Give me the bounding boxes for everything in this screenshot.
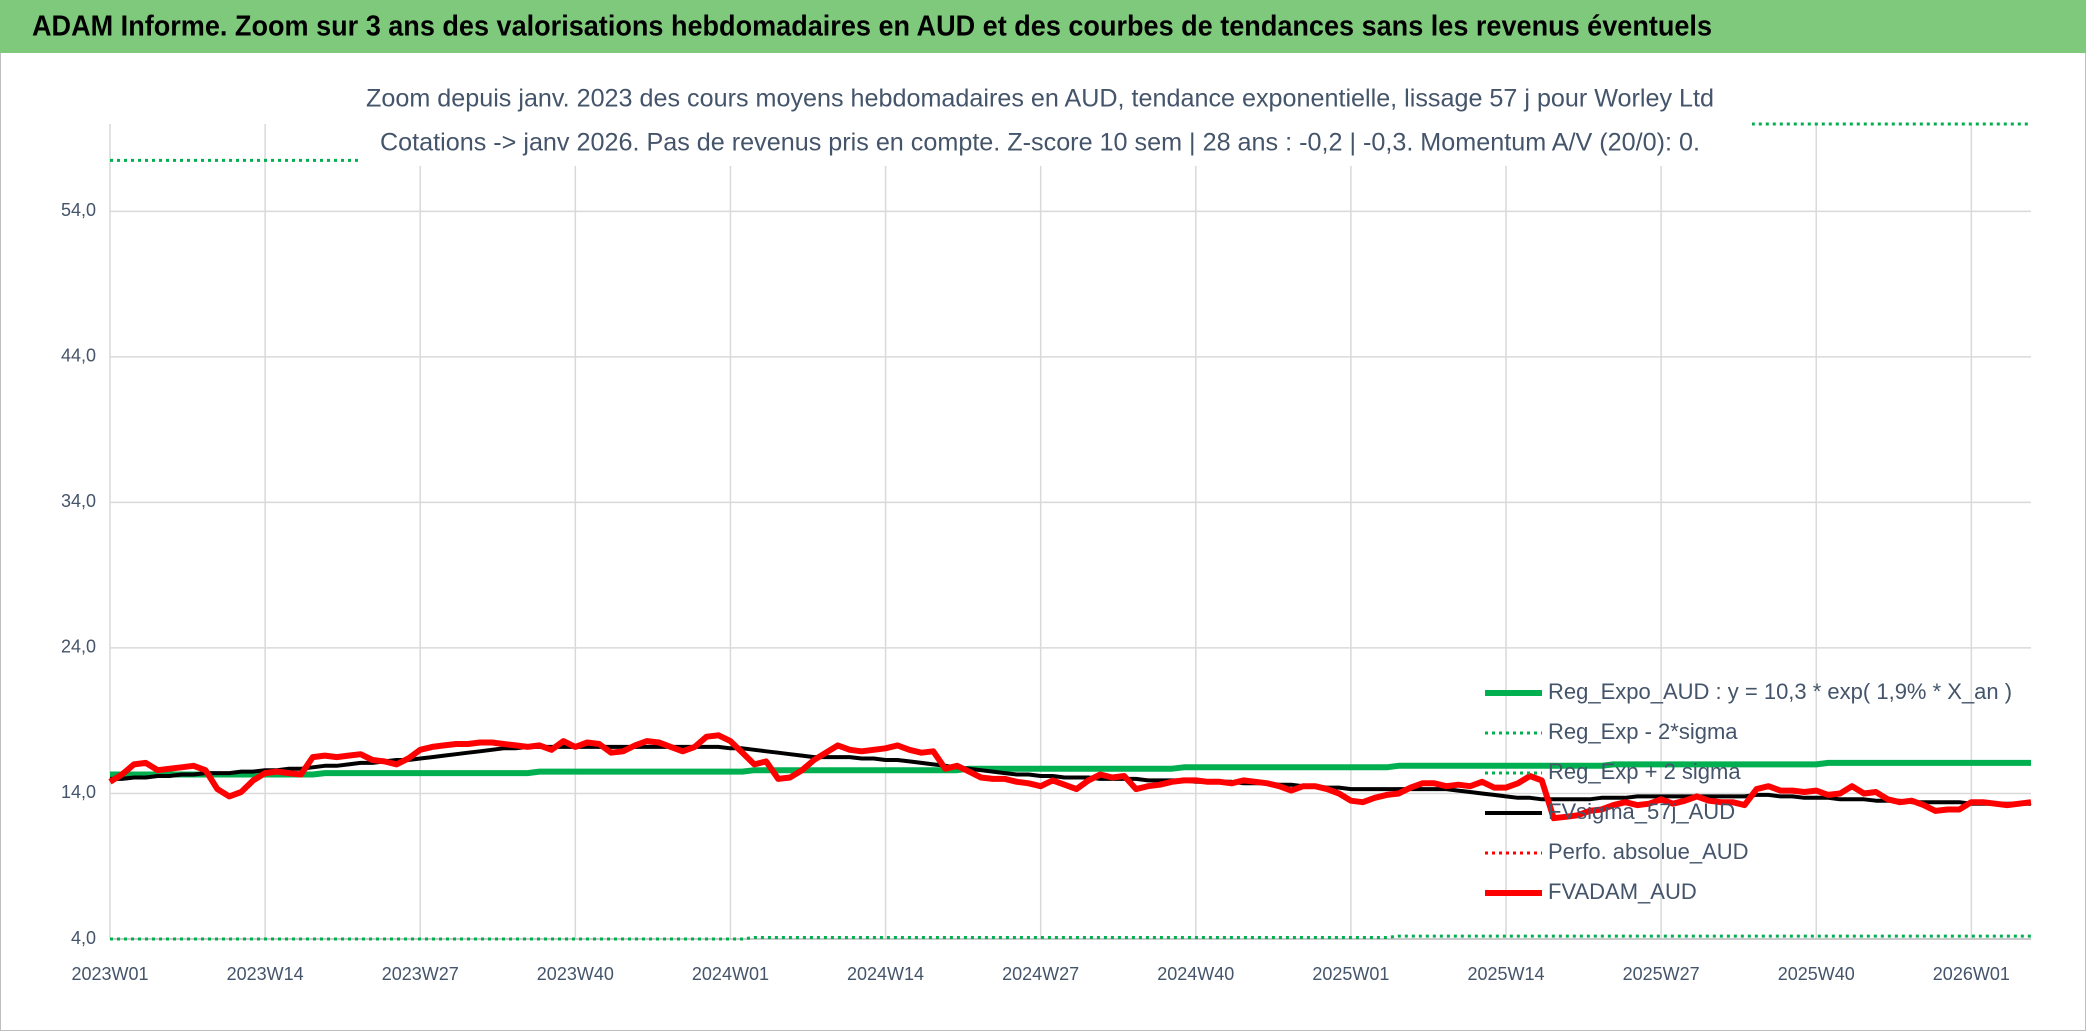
y-tick-label: 4,0: [71, 928, 96, 948]
y-tick-label: 14,0: [61, 782, 96, 802]
legend-label: Perfo. absolue_AUD: [1548, 839, 1749, 864]
chart-title: Zoom depuis janv. 2023 des cours moyens …: [366, 85, 1714, 113]
y-tick-label: 44,0: [61, 346, 96, 366]
legend-label: FVsigma_57j_AUD: [1548, 799, 1735, 824]
x-tick-label: 2023W40: [537, 964, 614, 984]
series-line: [110, 744, 2031, 806]
x-tick-label: 2025W01: [1312, 964, 1389, 984]
x-tick-label: 2025W14: [1467, 964, 1544, 984]
legend-label: FVADAM_AUD: [1548, 879, 1697, 904]
x-tick-label: 2025W40: [1778, 964, 1855, 984]
series-line: [110, 759, 2031, 778]
x-tick-label: 2026W01: [1933, 964, 2010, 984]
legend-label: Reg_Exp - 2*sigma: [1548, 719, 1738, 744]
x-tick-label: 2024W14: [847, 964, 924, 984]
series-line: [108, 732, 2032, 822]
grid: 4,0 14,0 24,0 34,0 44,0 54,0 2023W01 2023W14 202…: [61, 124, 2031, 984]
y-tick-label: 34,0: [61, 491, 96, 511]
x-tick-label: 2024W40: [1157, 964, 1234, 984]
title-box: [360, 80, 1752, 166]
x-tick-label: 2025W27: [1623, 964, 1700, 984]
x-tick-label: 2023W01: [71, 964, 148, 984]
legend: Reg_Expo_AUD : y = 10,3 * exp( 1,9% * X_…: [1485, 679, 2012, 904]
header-title: ADAM Informe. Zoom sur 3 ans des valoris…: [32, 11, 1712, 43]
plot: [108, 122, 2032, 941]
legend-label: Reg_Expo_AUD : y = 10,3 * exp( 1,9% * X_…: [1548, 679, 2012, 704]
x-tick-label: 2023W27: [382, 964, 459, 984]
x-tick-label: 2024W01: [692, 964, 769, 984]
series-line: [110, 934, 2031, 941]
legend-label: Reg_Exp + 2 sigma: [1548, 759, 1741, 784]
y-tick-label: 24,0: [61, 637, 96, 657]
header-bar: [0, 0, 2086, 53]
x-tick-label: 2024W27: [1002, 964, 1079, 984]
x-tick-label: 2023W14: [227, 964, 304, 984]
y-tick-label: 54,0: [61, 200, 96, 220]
chart-subtitle: Cotations -> janv 2026. Pas de revenus p…: [380, 129, 1700, 157]
